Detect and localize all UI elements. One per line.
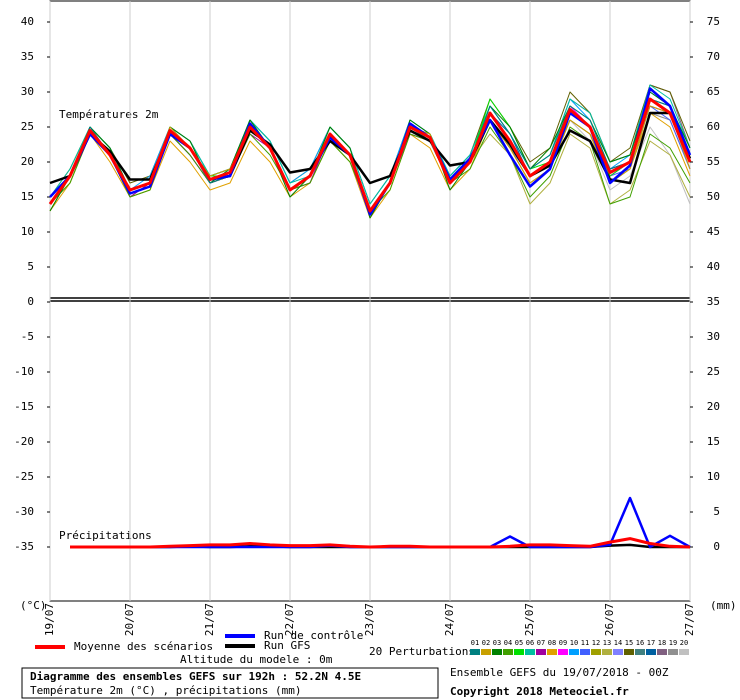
x-tick-label: 19/07 (43, 603, 56, 636)
y-tick-label: 5 (27, 260, 34, 273)
legend-swatch (624, 649, 634, 655)
legend-label: 07 (537, 639, 545, 647)
legend-swatch (569, 649, 579, 655)
copyright: Copyright 2018 Meteociel.fr (450, 685, 629, 698)
chart-subtitle: Température 2m (°C) , précipitations (mm… (30, 684, 302, 697)
precip-line (70, 537, 691, 549)
legend-label: 14 (614, 639, 622, 647)
y-tick-label: -25 (14, 470, 34, 483)
legend-label: Run GFS (264, 639, 310, 652)
legend-swatch (602, 649, 612, 655)
y-tick-label: 10 (21, 225, 34, 238)
y2-tick-label: 40 (707, 260, 720, 273)
legend-swatch (591, 649, 601, 655)
x-tick-label: 20/07 (123, 603, 136, 636)
legend-swatch (481, 649, 491, 655)
legend-swatch (657, 649, 667, 655)
info-box (21, 667, 439, 699)
legend-label: 13 (603, 639, 611, 647)
y2-tick-label: 15 (707, 435, 720, 448)
legend-label: 01 (471, 639, 479, 647)
legend-swatch (635, 649, 645, 655)
y2-tick-label: 20 (707, 400, 720, 413)
legend-label: 20 (680, 639, 688, 647)
legend-swatch (503, 649, 513, 655)
altitude: Altitude du modele : 0m (180, 653, 333, 666)
y2-tick-label: 60 (707, 120, 720, 133)
legend-swatch (492, 649, 502, 655)
legend-label: 03 (493, 639, 501, 647)
legend-swatch (668, 649, 678, 655)
legend-swatch (547, 649, 557, 655)
x-tick-label: 26/07 (603, 603, 616, 636)
legend-label: 12 (592, 639, 600, 647)
y-tick-label: -10 (14, 365, 34, 378)
y-tick-label: 0 (27, 295, 34, 308)
legend-label: 15 (625, 639, 633, 647)
legend-swatch (558, 649, 568, 655)
y2-tick-label: 25 (707, 365, 720, 378)
legend-swatch (525, 649, 535, 655)
y-tick-label: -35 (14, 540, 34, 553)
legend-label: 18 (658, 639, 666, 647)
y2-tick-label: 45 (707, 225, 720, 238)
y-tick-label: -20 (14, 435, 34, 448)
legend-label: 05 (515, 639, 523, 647)
legend-label: 10 (570, 639, 578, 647)
legend-swatch (646, 649, 656, 655)
y-tick-label: 20 (21, 155, 34, 168)
y-tick-label: -30 (14, 505, 34, 518)
y2-tick-label: 0 (713, 540, 720, 553)
legend-label: 02 (482, 639, 490, 647)
legend-label: 11 (581, 639, 589, 647)
legend-label: Run de contrôle (264, 629, 363, 642)
legend-swatch (514, 649, 524, 655)
legend-swatch (470, 649, 480, 655)
y-tick-label: 15 (21, 190, 34, 203)
legend-label: 16 (636, 639, 644, 647)
y-tick-label: 35 (21, 50, 34, 63)
y-tick-label: 40 (21, 15, 34, 28)
legend-label: 19 (669, 639, 677, 647)
chart-title: Diagramme des ensembles GEFS sur 192h : … (30, 670, 361, 683)
legend-swatch (613, 649, 623, 655)
x-tick-label: 21/07 (203, 603, 216, 636)
y-tick-label: 30 (21, 85, 34, 98)
perturbations-label: 20 Perturbations (369, 645, 475, 658)
legend-label: 04 (504, 639, 512, 647)
x-tick-label: 22/07 (283, 603, 296, 636)
legend-label: 09 (559, 639, 567, 647)
temperature-label: Températures 2m (59, 108, 159, 121)
precip-label: Précipitations (59, 529, 152, 542)
y-tick-label: 25 (21, 120, 34, 133)
legend-label: Moyenne des scénarios (74, 640, 213, 653)
x-tick-label: 24/07 (443, 603, 456, 636)
y-label: (°C) (20, 599, 47, 612)
legend-label: 06 (526, 639, 534, 647)
y-tick-label: -15 (14, 400, 34, 413)
y-tick-label: -5 (21, 330, 34, 343)
y2-tick-label: 35 (707, 295, 720, 308)
temperature-line (48, 97, 692, 213)
y2-tick-label: 5 (713, 505, 720, 518)
legend-label: 17 (647, 639, 655, 647)
x-tick-label: 25/07 (523, 603, 536, 636)
run-label: Ensemble GEFS du 19/07/2018 - 00Z (450, 666, 669, 679)
x-tick-label: 27/07 (683, 603, 696, 636)
legend-swatch (580, 649, 590, 655)
y2-tick-label: 10 (707, 470, 720, 483)
y2-tick-label: 30 (707, 330, 720, 343)
y2-tick-label: 70 (707, 50, 720, 63)
x-tick-label: 23/07 (363, 603, 376, 636)
legend-label: 08 (548, 639, 556, 647)
y2-tick-label: 55 (707, 155, 720, 168)
y2-tick-label: 65 (707, 85, 720, 98)
legend-swatch (536, 649, 546, 655)
y2-tick-label: 50 (707, 190, 720, 203)
legend-swatch (679, 649, 689, 655)
y2-tick-label: 75 (707, 15, 720, 28)
y2-label: (mm) (710, 599, 737, 612)
